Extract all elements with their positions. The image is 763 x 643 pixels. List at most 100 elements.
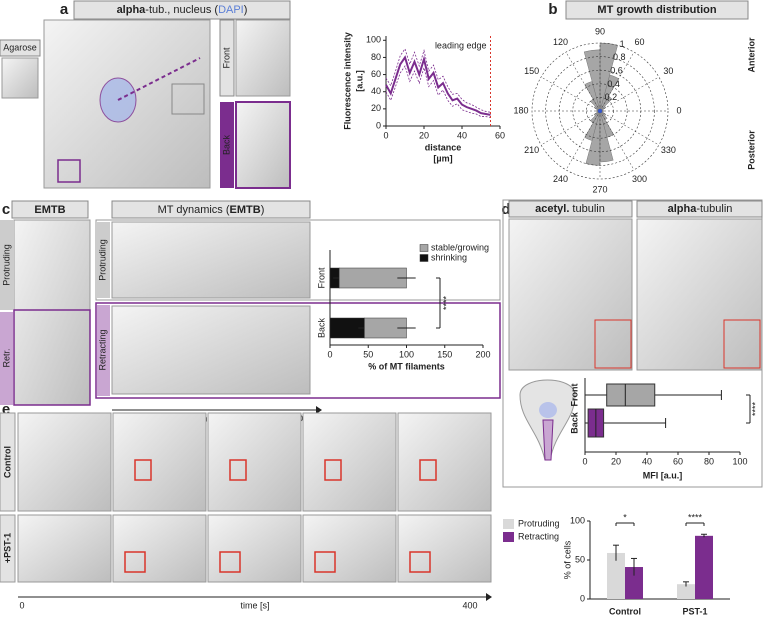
x-tick-label: 60 [495,130,505,140]
micrograph [235,19,291,97]
title: alpha-tubulin [668,203,733,215]
panel-label: c [2,201,10,218]
side-label: Protruding [1,244,11,286]
angle-tick-label: 330 [661,145,676,155]
x-axis-label: distance [425,142,462,152]
header-box [11,200,89,219]
line [385,55,491,116]
micrograph [17,514,112,583]
significance: **** [688,512,703,522]
panel-label: b [548,1,557,18]
header-box [97,222,110,298]
cell-nucleus [539,402,557,418]
category-label: Back [316,317,326,338]
spoke [540,110,601,146]
spoke [540,76,601,112]
y-tick-label: 60 [371,69,381,79]
row-label: Protruding [97,239,107,281]
legend-swatch [503,519,514,529]
x-tick-label: 0 [582,456,587,466]
micrograph [302,514,397,583]
panel-label: d [501,201,510,218]
header-box [111,200,311,219]
x-tick-label: 20 [611,456,621,466]
y-axis-label: Fluorescence intensity [342,32,352,130]
row-label: +PST-1 [2,533,12,563]
header-box [73,0,291,20]
y-tick-label: 100 [366,35,381,45]
title-part: ) [244,4,248,16]
y-tick-label: 40 [371,86,381,96]
crop-box [324,459,342,481]
category-label: Front [569,384,579,407]
header-box [636,200,763,218]
micrograph [235,101,291,189]
title-part: alpha [117,4,147,16]
bar [338,267,407,289]
micrograph [13,219,91,406]
micrograph [112,514,207,583]
angle-tick-label: 0 [676,105,681,115]
r-tick-label: 0.8 [613,52,626,62]
title-part: MT dynamics ( [158,204,230,216]
x-tick-label: 100 [399,349,414,359]
x-tick-label: 50 [363,349,373,359]
x-tick-label: 100 [732,456,747,466]
x-tick-label: 80 [704,456,714,466]
x-tick-label: 60 [673,456,683,466]
header-box [0,514,16,583]
time-label: 400 [462,600,477,610]
header-box [97,305,110,396]
title-part: -tub., nucleus ( [145,4,218,16]
group-frame [95,219,501,301]
cell-back [542,419,554,461]
micrograph [397,514,492,583]
legend-entry: Retracting [518,531,559,541]
crop-box [171,83,205,115]
angle-tick-label: 240 [553,174,568,184]
angle-tick-label: 90 [595,26,605,36]
y-tick-label: 100 [570,515,585,525]
header-box [0,39,41,57]
category-label: Front [316,267,326,289]
polar-bar [599,110,608,121]
micrograph [112,412,207,512]
angle-tick-label: 30 [663,66,673,76]
significance: * [623,512,627,522]
angle-tick-label: 270 [592,184,607,194]
r-tick-label: 0.6 [610,65,623,75]
title-part: EMTB [230,204,261,216]
time-label: 0 [19,600,24,610]
header-box [565,0,749,20]
x-tick-label: 20 [419,130,429,140]
x-axis-label: % of MT filaments [368,361,445,371]
y-tick-label: 0 [580,593,585,603]
y-axis-label: % of cells [562,540,572,579]
polar-bar [584,81,601,112]
annotation: leading edge [435,40,487,50]
legend-entry: shrinking [431,252,467,262]
x-tick-label: 0 [327,349,332,359]
y-tick-label: 50 [575,554,585,564]
angle-tick-label: 150 [524,66,539,76]
side-label: Posterior [746,130,756,170]
y-tick-label: 80 [371,52,381,62]
crop-box [594,319,632,369]
micrograph [397,412,492,512]
spoke [599,76,660,112]
title: acetyl. tubulin [535,203,605,215]
side-label: Anterior [746,37,756,73]
grid-circle [531,42,669,180]
time-label: time [s] [240,600,269,610]
y-axis-label: [a.u.] [354,70,364,92]
panel-label: a [60,1,69,18]
side-label: Retr. [1,348,11,367]
category-label: PST-1 [682,606,707,616]
micrograph [1,57,39,99]
spoke [599,110,660,146]
line [385,65,491,118]
x-tick-label: 200 [475,349,490,359]
micrograph [636,218,763,371]
